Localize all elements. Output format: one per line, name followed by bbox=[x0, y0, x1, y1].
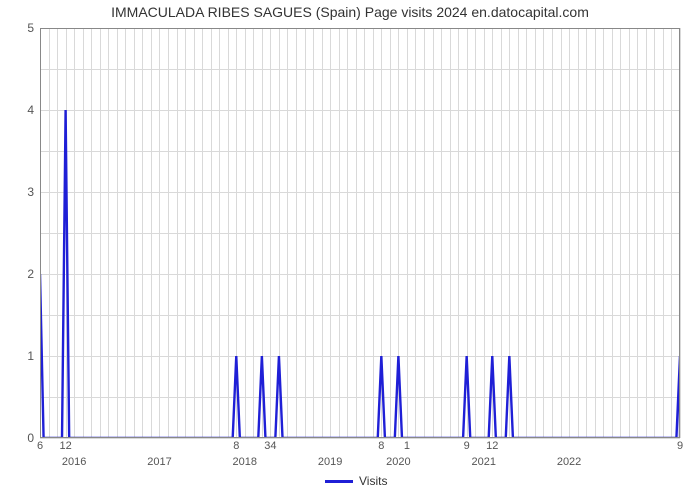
x-tick-label: 2022 bbox=[557, 456, 581, 468]
bar-value-label: 9 bbox=[677, 440, 683, 452]
bar-value-label: 12 bbox=[486, 440, 498, 452]
bar-value-label: 1 bbox=[404, 440, 410, 452]
legend-label: Visits bbox=[359, 474, 387, 488]
y-tick-label: 5 bbox=[27, 21, 34, 35]
grid-v bbox=[680, 28, 681, 438]
legend-swatch bbox=[325, 480, 353, 483]
x-tick-label: 2020 bbox=[386, 456, 410, 468]
bar-value-label: 6 bbox=[37, 440, 43, 452]
grid-h bbox=[40, 438, 680, 439]
y-tick-label: 1 bbox=[27, 349, 34, 363]
y-tick-label: 2 bbox=[27, 267, 34, 281]
legend: Visits bbox=[325, 474, 387, 488]
chart-title: IMMACULADA RIBES SAGUES (Spain) Page vis… bbox=[0, 4, 700, 20]
x-tick-label: 2019 bbox=[318, 456, 342, 468]
y-tick-label: 0 bbox=[27, 431, 34, 445]
bar-value-label: 8 bbox=[378, 440, 384, 452]
y-tick-label: 3 bbox=[27, 185, 34, 199]
plot-area bbox=[40, 28, 680, 438]
bar-value-label: 34 bbox=[264, 440, 276, 452]
x-tick-label: 2017 bbox=[147, 456, 171, 468]
x-tick-label: 2018 bbox=[233, 456, 257, 468]
bar-value-label: 9 bbox=[464, 440, 470, 452]
plot-border bbox=[40, 28, 680, 438]
bar-value-label: 12 bbox=[59, 440, 71, 452]
bar-value-label: 8 bbox=[233, 440, 239, 452]
y-tick-label: 4 bbox=[27, 103, 34, 117]
x-tick-label: 2021 bbox=[471, 456, 495, 468]
x-tick-label: 2016 bbox=[62, 456, 86, 468]
